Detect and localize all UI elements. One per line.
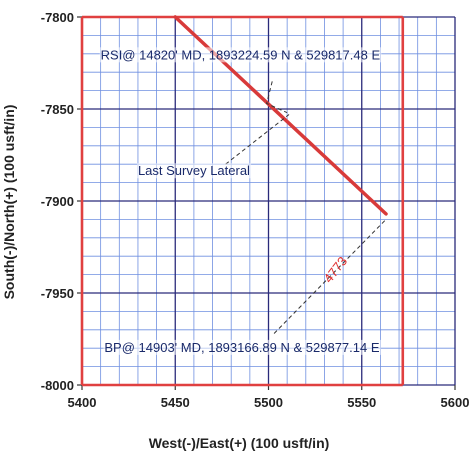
x-tick-label: 5550 bbox=[347, 395, 376, 410]
annotation-label: Last Survey Lateral bbox=[138, 163, 250, 178]
y-axis-label: South(-)/North(+) (100 usft/in) bbox=[1, 105, 17, 300]
annotation-leader bbox=[273, 219, 387, 334]
x-tick-labels: 5400 5450 5500 5550 5600 bbox=[68, 395, 470, 410]
y-tick-labels: -7800 -7850 -7900 -7950 -8000 bbox=[41, 10, 74, 393]
annotation-leaders bbox=[225, 81, 387, 334]
annotation-label: RSI@ 14820' MD, 1893224.59 N & 529817.48… bbox=[101, 47, 381, 62]
annotation-label: 4773 bbox=[321, 254, 351, 286]
annotation-leader bbox=[266, 81, 288, 114]
annotation-label-background bbox=[103, 339, 381, 355]
y-tick-label: -8000 bbox=[41, 378, 74, 393]
annotations: RSI@ 14820' MD, 1893224.59 N & 529817.48… bbox=[99, 47, 382, 355]
annotation-label: BP@ 14903' MD, 1893166.89 N & 529877.14 … bbox=[104, 340, 379, 355]
x-axis-label: West(-)/East(+) (100 usft/in) bbox=[149, 435, 330, 451]
annotation-label-background bbox=[136, 163, 252, 179]
major-grid bbox=[77, 16, 456, 390]
x-tick-label: 5450 bbox=[161, 395, 190, 410]
x-tick-label: 5600 bbox=[441, 395, 470, 410]
x-tick-label: 5400 bbox=[68, 395, 97, 410]
annotation-label-background bbox=[99, 47, 382, 63]
y-tick-label: -7950 bbox=[41, 286, 74, 301]
lease-boundary bbox=[80, 15, 405, 387]
annotation-leader bbox=[225, 114, 290, 165]
y-tick-label: -7900 bbox=[41, 194, 74, 209]
y-tick-label: -7800 bbox=[41, 10, 74, 25]
y-tick-label: -7850 bbox=[41, 102, 74, 117]
x-tick-label: 5500 bbox=[254, 395, 283, 410]
